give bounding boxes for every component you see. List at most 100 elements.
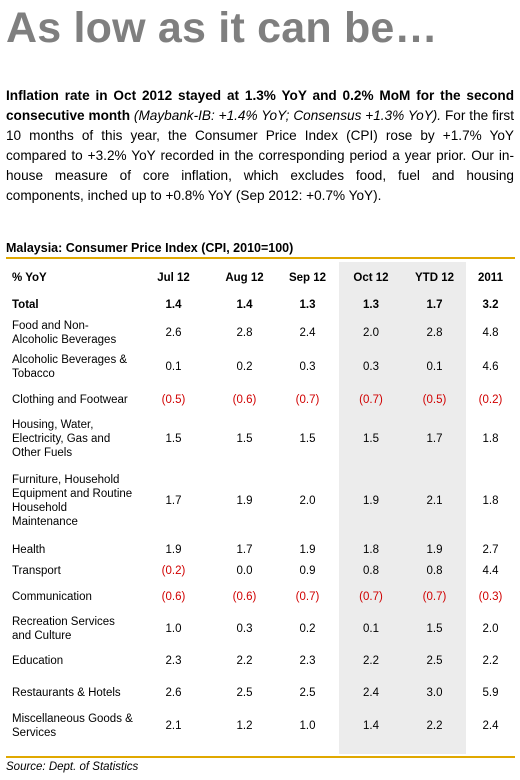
cell-value: 1.5: [363, 433, 379, 445]
cell-value: 1.7: [426, 299, 443, 311]
cell-value: 0.1: [363, 623, 379, 635]
cell-value: 0.8: [426, 565, 443, 577]
table-row: Communication (0.6) (0.6) (0.7) (0.7) (0.7) (0…: [6, 582, 515, 612]
cell-value: (0.6): [232, 591, 257, 603]
row-label: Communication: [12, 591, 92, 603]
column-header: 2011: [478, 271, 503, 284]
row-label: Alcoholic Beverages & Tobacco: [12, 353, 128, 380]
cell-value: 1.7: [236, 544, 253, 556]
cell-value: 1.5: [299, 433, 316, 445]
table-title: Malaysia: Consumer Price Index (CPI, 201…: [6, 240, 515, 259]
cell-value: 1.7: [165, 495, 182, 507]
cell-value: 2.3: [165, 655, 182, 667]
cell-value: 2.4: [482, 720, 499, 732]
cell-value: 0.2: [236, 360, 253, 373]
cell-value: 1.0: [165, 623, 182, 635]
cell-value: 2.5: [236, 687, 253, 699]
cell-value: 2.8: [236, 327, 253, 339]
row-label: Recreation Services and Culture: [12, 616, 115, 642]
row-label: Miscellaneous Goods & Services: [12, 713, 133, 739]
cell-value: 1.9: [236, 495, 253, 507]
column-header: Aug 12: [225, 271, 264, 284]
cell-value: 2.4: [299, 327, 316, 339]
cell-value: 2.6: [165, 687, 182, 699]
row-label: Total: [12, 299, 39, 311]
table-row: Food and Non-Alcoholic Beverages 2.6 2.8 2.…: [6, 317, 515, 349]
source-note: Source: Dept. of Statistics: [6, 756, 515, 778]
cell-value: 0.1: [426, 360, 443, 373]
cell-value: (0.2): [161, 565, 186, 577]
cell-value: 1.5: [426, 623, 443, 635]
table-row: Health 1.9 1.7 1.9 1.8 1.9 2.7: [6, 540, 515, 560]
cell-value: 1.9: [363, 495, 379, 507]
cell-value: 0.2: [299, 623, 316, 635]
column-header: Jul 12: [157, 271, 190, 284]
cell-value: 1.4: [165, 299, 182, 311]
cell-value: (0.5): [422, 394, 447, 406]
cell-value: 2.8: [426, 327, 443, 339]
cell-value: (0.6): [232, 394, 257, 406]
cell-value: 1.3: [299, 299, 316, 311]
cell-value: (0.7): [359, 591, 383, 603]
cell-value: 0.8: [363, 565, 379, 577]
cell-value: 1.8: [482, 433, 499, 445]
cell-value: 0.3: [363, 360, 379, 373]
cell-value: (0.7): [422, 591, 447, 603]
row-label: Clothing and Footwear: [12, 394, 128, 406]
cell-value: 1.9: [165, 544, 182, 556]
row-label: Restaurants & Hotels: [12, 687, 121, 699]
cell-value: (0.7): [295, 591, 320, 603]
cell-value: 2.0: [299, 495, 316, 507]
cell-value: (0.7): [295, 394, 320, 406]
cell-value: (0.6): [161, 591, 186, 603]
table-body: Total 1.4 1.4 1.3 1.3 1.7 3.2 Food and Non-Alco…: [6, 293, 515, 742]
cell-value: (0.2): [478, 394, 503, 406]
cell-value: 1.0: [299, 720, 316, 732]
cell-value: 3.0: [426, 687, 443, 699]
cell-value: 0.0: [236, 565, 253, 577]
table-row: Total 1.4 1.4 1.3 1.3 1.7 3.2: [6, 293, 515, 317]
cell-value: 2.1: [165, 720, 182, 732]
cell-value: 0.9: [299, 565, 316, 577]
table-row: Alcoholic Beverages & Tobacco 0.1 0.2 0.3 0.…: [6, 349, 515, 384]
cell-value: 1.7: [426, 433, 443, 445]
cell-value: 4.6: [482, 360, 499, 373]
cell-value: 2.2: [236, 655, 253, 667]
table-row: Housing, Water, Electricity, Gas and Oth…: [6, 416, 515, 462]
column-header: Sep 12: [288, 271, 327, 284]
cell-value: 1.4: [363, 720, 379, 732]
table-row: Recreation Services and Culture 1.0 0.3 0.2…: [6, 612, 515, 646]
table-row: Transport (0.2) 0.0 0.9 0.8 0.8 4.4: [6, 560, 515, 582]
intro-rest: For the first 10 months of this year, th…: [6, 108, 514, 203]
cell-value: (0.5): [161, 394, 186, 406]
cpi-table: % YoY Jul 12 Aug 12 Sep 12 Oct 12 YTD 12 2011 …: [6, 262, 515, 742]
cell-value: 0.3: [299, 360, 316, 373]
cell-value: 2.7: [482, 544, 499, 556]
row-label: Housing, Water, Electricity, Gas and Oth…: [12, 419, 111, 459]
cell-value: 2.0: [363, 327, 379, 339]
cell-value: 0.3: [236, 623, 253, 635]
headline: As low as it can be…: [6, 4, 438, 52]
table-row: Restaurants & Hotels 2.6 2.5 2.5 2.4 3.0 5.9: [6, 676, 515, 710]
row-label: Education: [12, 655, 64, 667]
column-header: Oct 12: [353, 271, 389, 284]
highlight-column-shade: [339, 262, 466, 754]
cell-value: 1.8: [482, 495, 499, 507]
table-row: Clothing and Footwear (0.5) (0.6) (0.7) (0.7…: [6, 384, 515, 416]
intro-bold: Inflation rate in Oct 2012 stayed at 1.3…: [6, 88, 514, 123]
column-header: % YoY: [12, 271, 47, 284]
cell-value: 4.8: [482, 327, 499, 339]
intro-paragraph: Inflation rate in Oct 2012 stayed at 1.3…: [6, 86, 514, 206]
cell-value: 1.8: [363, 544, 379, 556]
cell-value: 2.1: [426, 495, 443, 507]
row-label: Transport: [12, 565, 61, 577]
row-label: Food and Non-Alcoholic Beverages: [12, 320, 117, 346]
cell-value: 1.3: [363, 299, 379, 311]
cell-value: 2.2: [482, 655, 499, 667]
table-row: Education 2.3 2.2 2.3 2.2 2.5 2.2: [6, 646, 515, 676]
cell-value: 2.2: [363, 655, 379, 667]
row-label: Health: [12, 544, 46, 556]
cell-value: 2.5: [426, 655, 443, 667]
cell-value: 2.2: [426, 720, 443, 732]
cell-value: 1.5: [236, 433, 253, 445]
